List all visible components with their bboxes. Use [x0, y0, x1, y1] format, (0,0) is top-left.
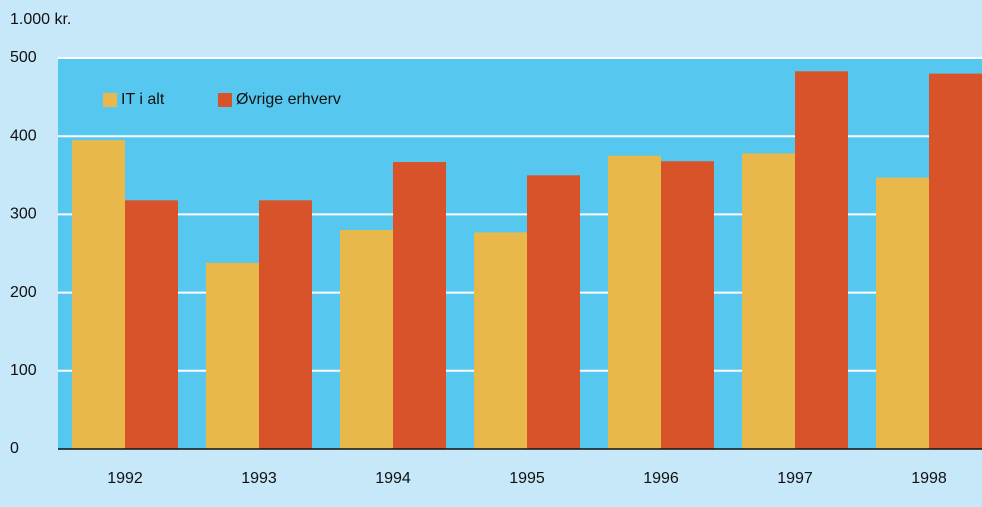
y-tick-label: 100 [10, 362, 37, 379]
y-tick-label: 200 [10, 284, 37, 301]
y-tick-label: 500 [10, 49, 37, 66]
bar [474, 232, 527, 449]
bar [393, 162, 446, 450]
y-tick-label: 300 [10, 206, 37, 223]
bar [929, 73, 982, 449]
x-tick-label: 1997 [777, 470, 813, 487]
bar [742, 153, 795, 450]
legend-swatch [103, 93, 117, 107]
bar [125, 200, 178, 449]
bar [259, 200, 312, 449]
bar [795, 71, 848, 449]
y-tick-label: 400 [10, 127, 37, 144]
bar [661, 161, 714, 449]
bar [206, 262, 259, 449]
y-axis-label: 1.000 kr. [10, 11, 71, 28]
bar [527, 175, 580, 450]
x-tick-label: 1996 [643, 470, 679, 487]
x-tick-label: 1994 [375, 470, 411, 487]
bar [72, 140, 125, 450]
bar [340, 230, 393, 449]
legend-label: Øvrige erhverv [236, 91, 341, 108]
legend-label: IT i alt [121, 91, 165, 108]
x-tick-label: 1993 [241, 470, 277, 487]
bar [608, 155, 661, 449]
x-tick-label: 1995 [509, 470, 545, 487]
x-tick-label: 1998 [911, 470, 947, 487]
y-tick-label: 0 [10, 440, 19, 457]
x-tick-label: 1992 [107, 470, 143, 487]
bar [876, 177, 929, 449]
legend-swatch [218, 93, 232, 107]
